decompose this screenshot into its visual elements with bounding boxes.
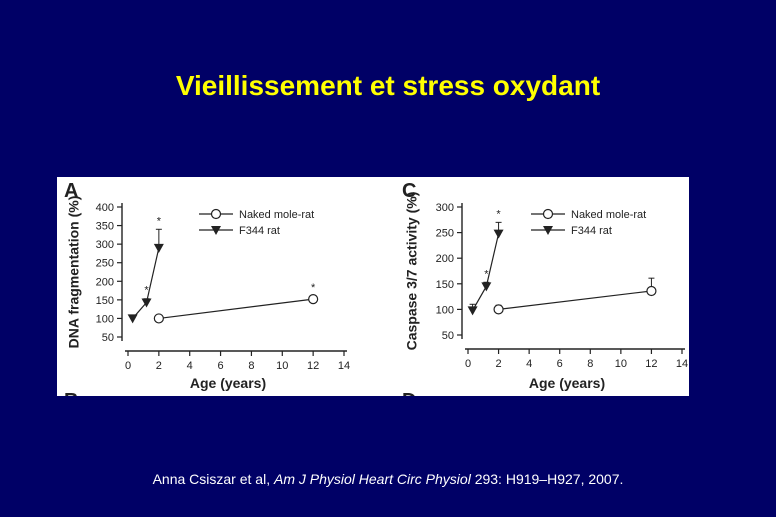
chart-a-legend-label: F344 rat bbox=[239, 225, 280, 237]
chart-c-y-axis-label: Caspase 3/7 activity (%) bbox=[404, 192, 420, 351]
chart-c-y-tick-label: 150 bbox=[436, 279, 454, 291]
chart-a-point-f344-rat bbox=[153, 243, 164, 253]
citation-journal: Am J Physiol Heart Circ Physiol bbox=[273, 471, 471, 487]
chart-c-y-tick-label: 50 bbox=[442, 330, 454, 342]
chart-a-legend-marker-f344-rat bbox=[211, 226, 221, 235]
chart-a-significance-marker: * bbox=[144, 285, 149, 297]
chart-a-y-tick-label: 150 bbox=[96, 295, 114, 307]
chart-c-series-line-naked-mole-rat bbox=[498, 290, 652, 310]
chart-a-legend-marker-naked-mole-rat bbox=[210, 208, 222, 220]
citation-details: 293: H919–H927, 2007. bbox=[470, 471, 624, 487]
chart-a-y-axis-label: DNA fragmentation (%) bbox=[66, 196, 82, 349]
chart-a-point-naked-mole-rat bbox=[308, 294, 319, 305]
citation-authors: Anna Csiszar et al, bbox=[152, 471, 274, 487]
chart-c-x-tick-label: 6 bbox=[557, 358, 563, 370]
chart-a-next-panel-label: B bbox=[64, 390, 78, 396]
chart-a-x-tick-label: 0 bbox=[125, 360, 131, 372]
chart-a-y-tick-label: 200 bbox=[96, 276, 114, 288]
chart-a-x-tick-label: 4 bbox=[187, 360, 193, 372]
chart-c-significance-marker: * bbox=[484, 268, 489, 280]
chart-a-y-tick-label: 350 bbox=[96, 221, 114, 233]
chart-c-panel-label: C bbox=[402, 180, 416, 202]
chart-c-x-axis-label: Age (years) bbox=[529, 375, 605, 391]
chart-a-significance-marker: * bbox=[311, 282, 316, 294]
figure-image: AB5010015020025030035040002468101214Age … bbox=[57, 177, 689, 396]
chart-a-series-line-naked-mole-rat bbox=[158, 298, 314, 320]
chart-c-next-panel-label: D bbox=[402, 390, 416, 396]
chart-c-x-tick-label: 12 bbox=[645, 358, 657, 370]
chart-a-x-tick-label: 8 bbox=[248, 360, 254, 372]
chart-a-y-tick-label: 300 bbox=[96, 239, 114, 251]
chart-a-x-tick-label: 14 bbox=[338, 360, 350, 372]
chart-c-legend-label: F344 rat bbox=[571, 225, 612, 237]
chart-a-point-f344-rat bbox=[127, 314, 138, 324]
chart-a-y-tick-label: 100 bbox=[96, 313, 114, 325]
chart-c-point-naked-mole-rat bbox=[646, 285, 657, 297]
chart-a-point-naked-mole-rat bbox=[153, 313, 164, 324]
chart-c-point-f344-rat bbox=[493, 229, 504, 239]
chart-c-significance-marker: * bbox=[496, 208, 501, 220]
chart-c-point-naked-mole-rat bbox=[493, 304, 504, 315]
slide-title: Vieillissement et stress oxydant bbox=[175, 70, 601, 101]
chart-a-y-tick-label: 50 bbox=[102, 332, 114, 344]
chart-a-y-tick-label: 250 bbox=[96, 258, 114, 270]
chart-c-y-tick-label: 250 bbox=[436, 228, 454, 240]
chart-c-x-tick-label: 4 bbox=[526, 358, 532, 370]
chart-a-x-axis-label: Age (years) bbox=[190, 375, 266, 391]
chart-a-panel-label: A bbox=[64, 180, 78, 202]
chart-c-x-tick-label: 2 bbox=[496, 358, 502, 370]
chart-a-y-tick-label: 400 bbox=[96, 202, 114, 214]
chart-c-x-tick-label: 10 bbox=[615, 358, 627, 370]
chart-a-significance-marker: * bbox=[157, 215, 162, 227]
figure-svg: AB5010015020025030035040002468101214Age … bbox=[64, 180, 688, 396]
chart-c-y-tick-label: 300 bbox=[436, 202, 454, 214]
chart-c-legend-marker-naked-mole-rat bbox=[542, 208, 554, 220]
chart-c-x-tick-label: 14 bbox=[676, 358, 688, 370]
chart-c-legend-label: Naked mole-rat bbox=[571, 209, 646, 221]
chart-c-x-tick-label: 8 bbox=[587, 358, 593, 370]
chart-c-y-tick-label: 200 bbox=[436, 253, 454, 265]
chart-a-series-line-f344-rat bbox=[132, 247, 160, 319]
chart-c-x-tick-label: 0 bbox=[465, 358, 471, 370]
chart-c-point-f344-rat bbox=[481, 282, 492, 292]
chart-c-y-tick-label: 100 bbox=[436, 304, 454, 316]
chart-c-point-f344-rat bbox=[467, 306, 478, 316]
chart-a-x-tick-label: 6 bbox=[218, 360, 224, 372]
chart-a-point-f344-rat bbox=[141, 298, 152, 308]
citation: Anna Csiszar et al, Am J Physiol Heart C… bbox=[0, 471, 776, 487]
chart-a-x-tick-label: 12 bbox=[307, 360, 319, 372]
chart-a-x-tick-label: 10 bbox=[276, 360, 288, 372]
chart-a-x-tick-label: 2 bbox=[156, 360, 162, 372]
chart-c-legend-marker-f344-rat bbox=[543, 226, 553, 235]
chart-a-legend-label: Naked mole-rat bbox=[239, 209, 314, 221]
